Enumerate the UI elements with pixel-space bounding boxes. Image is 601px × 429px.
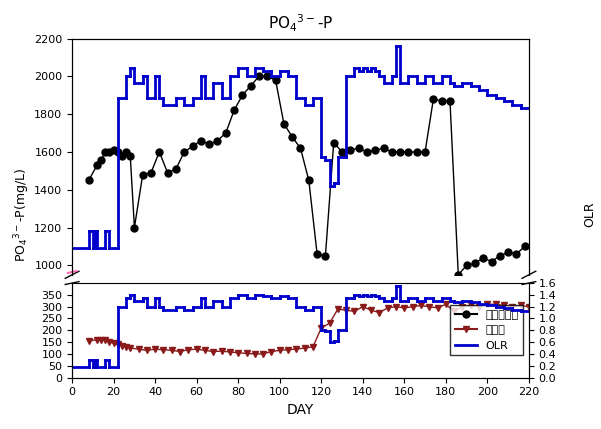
Text: PO$_4$$^{3-}$-P: PO$_4$$^{3-}$-P (268, 13, 333, 34)
X-axis label: DAY: DAY (287, 403, 314, 417)
Legend: 유입를폐수, 유출수, OLR: 유입를폐수, 유출수, OLR (450, 305, 523, 355)
Text: OLR: OLR (583, 202, 596, 227)
Text: PO$_4$$^{3-}$-P(mg/L): PO$_4$$^{3-}$-P(mg/L) (12, 167, 32, 262)
